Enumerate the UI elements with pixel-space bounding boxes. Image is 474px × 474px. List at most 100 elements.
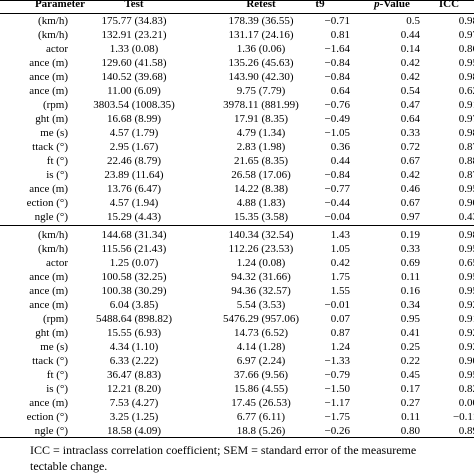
table-row: ance (m) 6.04 (3.85) 5.54 (3.53) −0.01 0.34 0… xyxy=(0,296,474,314)
test-cell: 6.33 (2.22) xyxy=(109,355,159,367)
p-value-cell: 0.64 xyxy=(400,113,420,125)
test-cell: 23.89 (11.64) xyxy=(104,169,164,181)
parameter-cell: (km/h) xyxy=(38,29,68,41)
retest-cell: 37.66 (9.56) xyxy=(233,369,289,381)
retest-cell: 3978.11 (881.99) xyxy=(223,99,299,111)
icc-cell: 0.95 xyxy=(458,285,474,297)
t9-cell: −1.05 xyxy=(324,127,350,139)
parameter-cell: (km/h) xyxy=(38,243,68,255)
parameter-cell: ance (m) xyxy=(29,285,68,297)
table-row: ance (m) 140.52 (39.68) 143.90 (42.30) −0.8… xyxy=(0,68,474,86)
test-cell: 3803.54 (1008.35) xyxy=(93,99,175,111)
test-cell: 12.21 (8.20) xyxy=(106,383,162,395)
header-rule xyxy=(0,13,474,14)
p-value-cell: 0.34 xyxy=(400,299,420,311)
t9-cell: −0.01 xyxy=(324,299,350,311)
retest-cell: 6.97 (2.24) xyxy=(236,355,286,367)
test-cell: 13.76 (6.47) xyxy=(106,183,162,195)
icc-cell: 0.43 xyxy=(458,211,474,223)
bottom-rule xyxy=(0,437,474,438)
parameter-cell: (km/h) xyxy=(38,229,68,241)
p-value-cell: 0.80 xyxy=(400,425,420,437)
table-row: ngle (°) 15.29 (4.43) 15.35 (3.58) −0.04 0.9… xyxy=(0,208,474,226)
header-t9: t9 xyxy=(315,0,325,10)
icc-cell: 0.98 xyxy=(458,127,474,139)
t9-cell: 1.43 xyxy=(330,229,350,241)
icc-cell: 0.91 xyxy=(458,99,474,111)
parameter-cell: ft (°) xyxy=(46,369,68,381)
icc-cell: 0.87 xyxy=(458,169,474,181)
retest-cell: 178.39 (36.55) xyxy=(228,15,294,27)
p-value-cell: 0.42 xyxy=(400,169,420,181)
parameter-cell: (km/h) xyxy=(38,15,68,27)
t9-cell: −0.76 xyxy=(324,99,350,111)
top-rule xyxy=(0,0,474,1)
icc-cell: 0.98 xyxy=(458,15,474,27)
retest-cell: 140.34 (32.54) xyxy=(228,229,294,241)
retest-cell: 94.32 (31.66) xyxy=(231,271,291,283)
p-value-cell: 0.42 xyxy=(400,71,420,83)
retest-cell: 143.90 (42.30) xyxy=(228,71,294,83)
header-parameter: Parameter xyxy=(34,0,86,10)
p-value-cell: 0.67 xyxy=(400,197,420,209)
retest-cell: 94.36 (32.57) xyxy=(231,285,291,297)
icc-cell: −0.11 xyxy=(452,411,474,423)
parameter-cell: actor xyxy=(46,43,68,55)
retest-cell: 2.83 (1.98) xyxy=(236,141,286,153)
footnote-line-1: ICC = intraclass correlation coefficient… xyxy=(30,443,417,457)
p-value-cell: 0.47 xyxy=(400,99,420,111)
parameter-cell: ght (m) xyxy=(35,327,68,339)
icc-cell: 0.95 xyxy=(458,57,474,69)
parameter-cell: ance (m) xyxy=(29,271,68,283)
t9-cell: 1.05 xyxy=(330,243,350,255)
header-p-letter: p xyxy=(374,0,380,10)
test-cell: 6.04 (3.85) xyxy=(109,299,159,311)
table-row: ance (m) 129.60 (41.58) 135.26 (45.63) −0.8… xyxy=(0,54,474,72)
test-cell: 11.00 (6.09) xyxy=(107,85,161,97)
p-value-cell: 0.42 xyxy=(400,57,420,69)
p-value-cell: 0.27 xyxy=(400,397,420,409)
t9-cell: −1.75 xyxy=(324,411,350,423)
test-cell: 1.33 (0.08) xyxy=(109,43,159,55)
table-row: ttack (°) 2.95 (1.67) 2.83 (1.98) 0.36 0.72 0… xyxy=(0,138,474,156)
table-row: ght (m) 15.55 (6.93) 14.73 (6.52) 0.87 0.41 0… xyxy=(0,324,474,342)
p-value-cell: 0.11 xyxy=(401,411,420,423)
t9-cell: 1.55 xyxy=(330,285,350,297)
parameter-cell: ance (m) xyxy=(29,85,68,97)
t9-cell: 0.64 xyxy=(330,85,350,97)
header-p-value: p-Value xyxy=(362,0,422,13)
t9-cell: −0.04 xyxy=(324,211,350,223)
icc-cell: 0.87 xyxy=(458,141,474,153)
icc-cell: 0.88 xyxy=(458,155,474,167)
retest-cell: 5476.29 (957.06) xyxy=(222,313,300,325)
test-cell: 140.52 (39.68) xyxy=(101,71,167,83)
table-row: me (s) 4.57 (1.79) 4.79 (1.34) −1.05 0.33 0.9… xyxy=(0,124,474,142)
parameter-cell: ttack (°) xyxy=(32,355,68,367)
table-row: ance (m) 100.38 (30.29) 94.36 (32.57) 1.55 0… xyxy=(0,282,474,300)
icc-cell: 0.95 xyxy=(458,243,474,255)
table-row: is (°) 23.89 (11.64) 26.58 (17.06) −0.84 0.4… xyxy=(0,166,474,184)
parameter-cell: is (°) xyxy=(46,383,68,395)
retest-cell: 112.26 (23.53) xyxy=(228,243,294,255)
table-row: (km/h) 175.77 (34.83) 178.39 (36.55) −0.71 0… xyxy=(0,12,474,30)
test-cell: 129.60 (41.58) xyxy=(101,57,167,69)
icc-cell: 0.98 xyxy=(458,71,474,83)
icc-cell: 0.90 xyxy=(458,197,474,209)
table-row: ection (°) 4.57 (1.94) 4.88 (1.83) −0.44 0.6… xyxy=(0,194,474,212)
t9-cell: −0.49 xyxy=(324,113,350,125)
icc-cell: 0.00 xyxy=(458,397,474,409)
p-value-cell: 0.22 xyxy=(400,355,420,367)
table-row: (km/h) 115.56 (21.43) 112.26 (23.53) 1.05 0.… xyxy=(0,240,474,258)
retest-cell: 15.35 (3.58) xyxy=(233,211,289,223)
p-value-cell: 0.46 xyxy=(400,183,420,195)
test-cell: 4.34 (1.10) xyxy=(109,341,159,353)
table-row: (rpm) 3803.54 (1008.35) 3978.11 (881.99) −0… xyxy=(0,96,474,114)
table-header: Parameter Test Retest t9 p-Value ICC xyxy=(0,0,474,13)
t9-cell: 0.07 xyxy=(330,313,350,325)
test-cell: 36.47 (8.83) xyxy=(106,369,162,381)
p-value-cell: 0.33 xyxy=(400,243,420,255)
icc-cell: 0.89 xyxy=(458,425,474,437)
test-cell: 7.53 (4.27) xyxy=(109,397,159,409)
test-cell: 16.68 (8.99) xyxy=(106,113,162,125)
parameter-cell: ft (°) xyxy=(46,155,68,167)
